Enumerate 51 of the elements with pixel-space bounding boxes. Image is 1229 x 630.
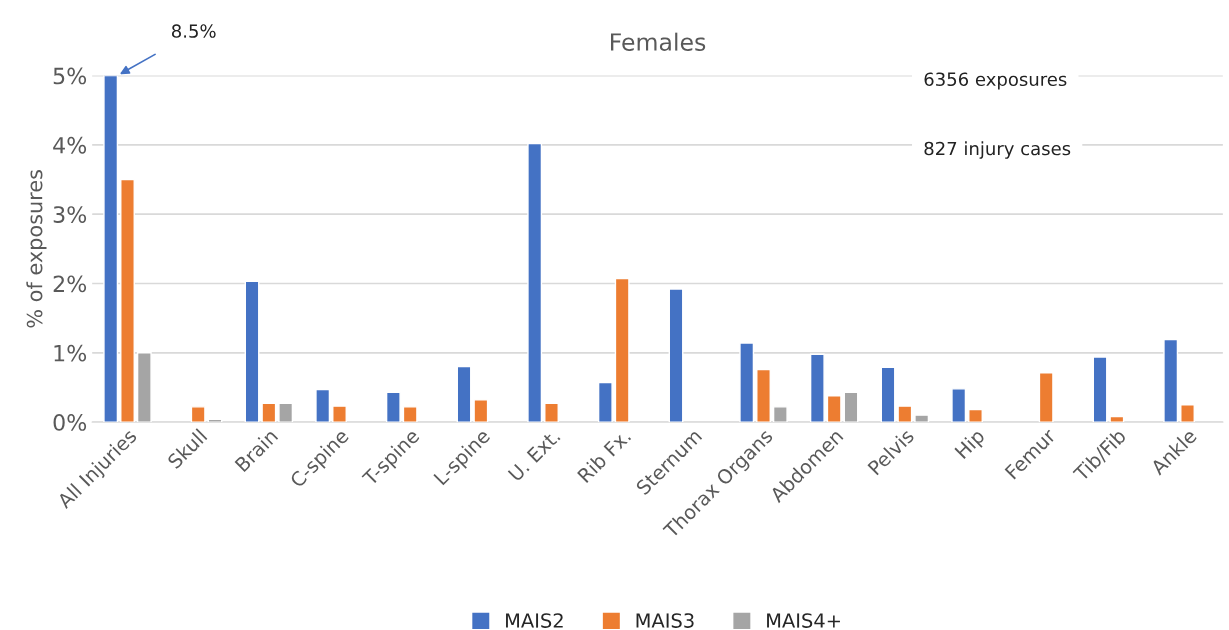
y-tick-label: 3% bbox=[53, 206, 87, 223]
y-tick-label: 2% bbox=[53, 275, 87, 293]
bar bbox=[332, 405, 347, 423]
bar bbox=[968, 408, 983, 423]
legend-label: MAIS3 bbox=[636, 613, 694, 628]
legend-label: MAIS2 bbox=[506, 613, 563, 628]
bar bbox=[1180, 404, 1195, 423]
bar bbox=[597, 381, 613, 423]
bar bbox=[614, 277, 630, 423]
bar bbox=[473, 399, 489, 423]
x-tick-label: U. Ext. bbox=[507, 428, 561, 482]
annotation: 827 injury cases bbox=[924, 141, 1071, 159]
bar bbox=[914, 414, 930, 423]
bar bbox=[278, 402, 294, 423]
bar bbox=[843, 391, 859, 423]
y-tick-label: 4% bbox=[53, 136, 87, 154]
bar bbox=[244, 280, 260, 423]
bar bbox=[1092, 356, 1108, 423]
bar bbox=[756, 368, 771, 423]
bar bbox=[772, 406, 788, 423]
bar bbox=[897, 405, 913, 423]
bar bbox=[136, 352, 152, 423]
x-tick-label: Hip bbox=[953, 427, 989, 462]
bar bbox=[103, 75, 119, 423]
bar bbox=[544, 402, 559, 423]
legend-label: MAIS4+ bbox=[767, 613, 840, 628]
bar bbox=[1109, 415, 1125, 423]
bar bbox=[527, 142, 543, 423]
y-tick-label: 5% bbox=[53, 67, 87, 85]
bar bbox=[1038, 372, 1054, 423]
y-tick-label: 0% bbox=[53, 414, 87, 431]
bar bbox=[402, 406, 418, 423]
bar bbox=[668, 288, 684, 423]
bar bbox=[456, 365, 472, 423]
bar bbox=[190, 406, 206, 423]
bar bbox=[120, 178, 135, 423]
text: 8.5% bbox=[171, 24, 216, 38]
bar bbox=[951, 388, 967, 423]
x-tick-label: Rib Fx. bbox=[576, 428, 632, 484]
chart-title: Females bbox=[611, 32, 706, 51]
bar bbox=[809, 353, 825, 423]
annotation: 6356 exposures bbox=[924, 72, 1067, 90]
bar bbox=[261, 402, 277, 423]
y-tick-label: 1% bbox=[54, 344, 87, 362]
bar bbox=[739, 342, 755, 423]
bar bbox=[385, 391, 401, 423]
bar bbox=[315, 388, 331, 423]
bar bbox=[880, 366, 896, 423]
y-axis-title: % of exposures bbox=[26, 170, 47, 328]
bar bbox=[1163, 338, 1179, 423]
bar bbox=[826, 395, 842, 423]
